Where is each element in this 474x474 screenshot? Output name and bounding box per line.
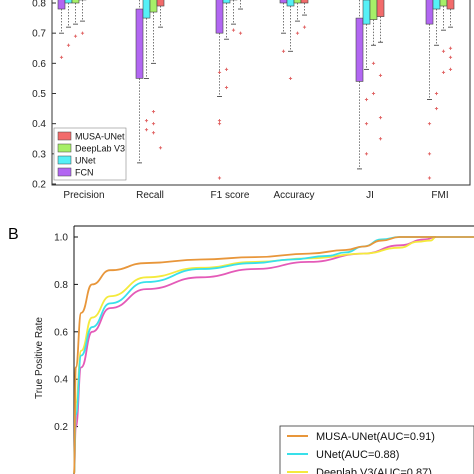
box <box>71 0 80 4</box>
boxplot-category-labels: Precision Recall F1 score Accuracy JI FMI <box>63 190 448 201</box>
box <box>215 0 224 34</box>
roc-panel: B True Positive Rate 1.0 0.8 0.6 0.4 0.2 MUS… <box>8 225 474 474</box>
y-tick-label: 0.6 <box>32 59 46 70</box>
box <box>439 0 448 7</box>
box <box>362 0 371 25</box>
y-tick-label: 0.4 <box>32 119 46 130</box>
box <box>142 0 151 19</box>
box <box>300 0 309 4</box>
box <box>369 0 378 20</box>
y-tick-label: 1.0 <box>54 233 68 244</box>
box <box>286 0 295 7</box>
roc-curves <box>73 236 474 474</box>
box <box>57 0 66 10</box>
legend-label: Deeplab V3(AUC=0.87) <box>316 467 432 474</box>
legend-swatch <box>57 155 72 165</box>
legend-label: UNet(AUC=0.88) <box>316 449 399 461</box>
y-tick-label: 0.5 <box>32 89 46 100</box>
legend-label: FCN <box>75 168 94 178</box>
box <box>355 17 364 82</box>
legend-label: MUSA-UNet(AUC=0.91) <box>316 431 435 443</box>
boxplot-panel: 0.2 0.3 0.4 0.5 0.6 0.7 0.8 Precision Recall F1 … <box>32 0 471 201</box>
legend-label: DeepLab V3 <box>75 144 125 154</box>
legend-label: UNet <box>75 156 96 166</box>
category-label: Accuracy <box>273 190 314 201</box>
category-label: Recall <box>136 190 164 201</box>
legend-label: MUSA-UNet <box>75 132 125 142</box>
y-tick-label: 0.8 <box>32 0 46 10</box>
box <box>64 0 73 4</box>
box <box>425 0 434 25</box>
y-tick-label: 0.6 <box>54 327 68 338</box>
legend-frame <box>279 425 474 474</box>
legend-swatch <box>57 143 72 153</box>
y-tick-label: 0.3 <box>32 149 46 160</box>
y-tick-label: 0.2 <box>32 180 46 191</box>
box <box>149 0 158 13</box>
box <box>222 0 231 4</box>
box <box>279 0 288 4</box>
y-tick-label: 0.7 <box>32 29 46 40</box>
roc-y-axis-label: True Positive Rate <box>34 317 45 399</box>
y-tick-label: 0.8 <box>54 280 68 291</box>
roc-curve-line <box>73 236 437 474</box>
panel-label-b: B <box>8 226 19 243</box>
box <box>293 0 302 4</box>
category-label: JI <box>366 190 374 201</box>
box <box>156 0 165 7</box>
y-tick-label: 0.4 <box>54 375 68 386</box>
box <box>135 8 144 79</box>
roc-y-ticks: 1.0 0.8 0.6 0.4 0.2 <box>54 233 78 433</box>
legend-swatch <box>57 131 72 141</box>
roc-curve-line <box>73 236 437 474</box>
y-tick-label: 0.2 <box>54 422 68 433</box>
category-label: F1 score <box>211 190 250 201</box>
roc-legend: MUSA-UNet(AUC=0.91) UNet(AUC=0.88) Deeplab… <box>279 425 474 474</box>
box <box>432 0 441 10</box>
box <box>446 0 455 10</box>
box <box>376 0 385 17</box>
legend-swatch <box>57 167 72 177</box>
roc-curve-line <box>73 236 436 474</box>
boxplot-boxes <box>57 0 455 180</box>
boxplot-y-ticks: 0.2 0.3 0.4 0.5 0.6 0.7 0.8 <box>32 0 56 191</box>
boxplot-legend: MUSA-UNet DeepLab V3 UNet FCN <box>53 127 127 181</box>
category-label: FMI <box>431 190 448 201</box>
category-label: Precision <box>63 190 104 201</box>
